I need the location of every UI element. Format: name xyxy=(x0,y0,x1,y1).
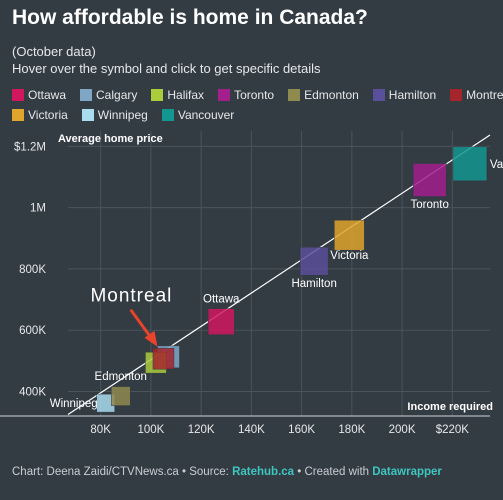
source-link[interactable]: Ratehub.ca xyxy=(232,466,295,478)
legend-swatch xyxy=(81,109,94,121)
y-tick-label: 400K xyxy=(19,386,46,398)
point-label-hamilton: Hamilton xyxy=(291,278,336,290)
scatter-chart: 80K 100K 120K 140K 160K 180K 200K $220K 400K 600K… xyxy=(0,131,503,436)
x-tick-label: 160K xyxy=(288,424,315,436)
legend-label: Calgary xyxy=(96,88,138,102)
legend-item-hamilton[interactable]: Hamilton xyxy=(372,88,437,102)
legend-item-halifax[interactable]: Halifax xyxy=(151,88,204,102)
legend-swatch xyxy=(288,89,301,101)
legend-row-1: Ottawa Calgary Halifax Toronto Edmonton … xyxy=(12,85,503,105)
point-label-victoria: Victoria xyxy=(330,250,369,262)
legend-swatch xyxy=(218,89,231,101)
point-label-edmonton: Edmonton xyxy=(95,371,147,383)
point-vancouver[interactable] xyxy=(452,146,488,182)
datawrapper-link[interactable]: Datawrapper xyxy=(372,466,442,478)
annotation-arrow-head xyxy=(144,330,158,347)
montreal-annotation: Montreal xyxy=(90,286,172,307)
x-tick-label: 80K xyxy=(90,424,111,436)
point-layer xyxy=(96,146,488,413)
x-tick-label: 180K xyxy=(338,424,365,436)
subtitle-note: (October data) xyxy=(12,44,96,59)
x-tick-label: $220K xyxy=(436,424,470,436)
legend-swatch xyxy=(80,89,93,101)
footer-credit: Chart: Deena Zaidi/CTVNews.ca • Source: xyxy=(12,466,233,478)
legend-item-montreal[interactable]: Montreal xyxy=(450,88,503,102)
legend-item-winnipeg[interactable]: Winnipeg xyxy=(81,108,148,122)
legend-swatch xyxy=(372,89,385,101)
y-tick-label: 800K xyxy=(19,264,46,276)
subtitle-instructions: Hover over the symbol and click to get s… xyxy=(12,61,321,76)
x-tick-label: 100K xyxy=(137,424,164,436)
legend: Ottawa Calgary Halifax Toronto Edmonton … xyxy=(12,85,503,125)
legend-label: Hamilton xyxy=(388,88,437,102)
legend-item-edmonton[interactable]: Edmonton xyxy=(288,88,359,102)
legend-item-vancouver[interactable]: Vancouver xyxy=(161,108,235,122)
y-tick-label: 600K xyxy=(19,325,46,337)
legend-swatch xyxy=(12,109,24,121)
legend-label: Montreal xyxy=(466,88,503,102)
y-tick-label: $1.2M xyxy=(14,141,46,153)
legend-item-calgary[interactable]: Calgary xyxy=(80,88,137,102)
chart-title: How affordable is home in Canada? xyxy=(12,6,368,29)
legend-swatch xyxy=(450,89,463,101)
legend-item-toronto[interactable]: Toronto xyxy=(218,88,274,102)
legend-swatch xyxy=(151,89,164,101)
legend-label: Halifax xyxy=(167,88,205,102)
y-tick-label: 1M xyxy=(30,203,46,215)
legend-swatch xyxy=(161,109,174,121)
point-victoria[interactable] xyxy=(334,219,365,251)
point-ottawa[interactable] xyxy=(207,308,235,335)
label-layer: Winnipeg Edmonton Ottawa Hamilton Victoria To… xyxy=(50,159,503,410)
legend-label: Edmonton xyxy=(304,88,359,102)
point-label-winnipeg: Winnipeg xyxy=(50,398,98,410)
legend-label: Winnipeg xyxy=(97,108,148,122)
legend-label: Victoria xyxy=(28,108,68,122)
chart-subtitle: (October data) Hover over the symbol and… xyxy=(12,43,321,77)
legend-row-2: Victoria Winnipeg Vancouver xyxy=(12,105,502,125)
legend-label: Vancouver xyxy=(177,108,235,122)
point-hamilton[interactable] xyxy=(299,246,329,276)
x-tick-label: 140K xyxy=(238,424,265,436)
point-label-vancouver: Var xyxy=(490,159,503,171)
legend-swatch xyxy=(12,89,24,101)
legend-item-victoria[interactable]: Victoria xyxy=(12,108,68,122)
point-toronto[interactable] xyxy=(412,163,447,197)
axis-layer: 80K 100K 120K 140K 160K 180K 200K $220K 400K 600K… xyxy=(0,141,490,436)
point-label-ottawa: Ottawa xyxy=(203,294,240,306)
footer: Chart: Deena Zaidi/CTVNews.ca • Source: … xyxy=(12,466,442,478)
legend-label: Ottawa xyxy=(28,88,67,102)
legend-label: Toronto xyxy=(234,88,275,102)
point-montreal[interactable] xyxy=(152,347,175,370)
legend-item-ottawa[interactable]: Ottawa xyxy=(12,88,66,102)
annotation-arrow xyxy=(129,309,158,347)
point-label-toronto: Toronto xyxy=(411,199,449,211)
x-axis-label: Income required xyxy=(407,401,493,413)
x-tick-label: 200K xyxy=(389,424,416,436)
footer-middle: • Created with xyxy=(294,466,373,478)
x-tick-label: 120K xyxy=(188,424,215,436)
point-edmonton[interactable] xyxy=(111,386,131,406)
y-axis-label: Average home price xyxy=(58,133,163,145)
